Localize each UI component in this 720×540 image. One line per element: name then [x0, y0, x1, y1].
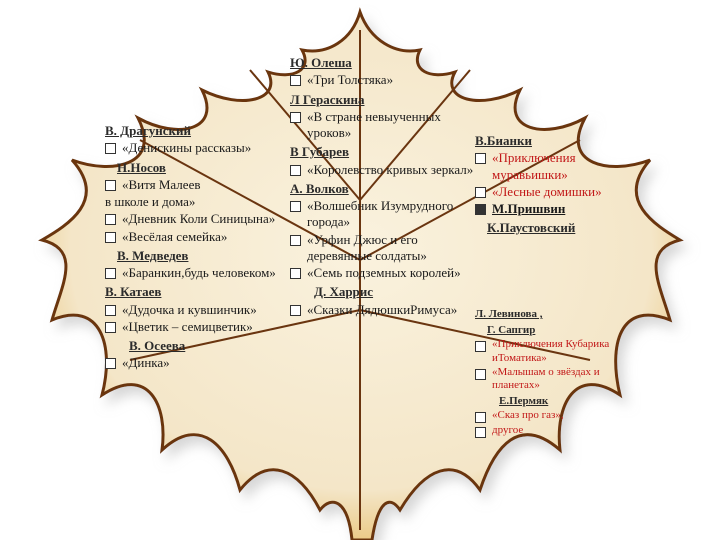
list-item: «Волшебник Изумрудного города» [290, 198, 480, 231]
author-heading: Л Гераскина [290, 92, 480, 108]
bullet-square-icon [105, 305, 116, 316]
column-right-lower: Л. Левинова , Г. Сапгир«Приключения Кубар… [475, 305, 650, 439]
bullet-square-icon [105, 358, 116, 369]
list-item: «Дудочка и кувшинчик» [105, 302, 285, 318]
author-heading: А. Волков [290, 181, 480, 197]
author-heading: Д. Харрис [314, 284, 480, 300]
bullet-square-icon [290, 112, 301, 123]
author-heading: В. Катаев [105, 284, 285, 300]
bullet-square-icon [290, 201, 301, 212]
author-heading: Е.Пермяк [499, 395, 650, 408]
bullet-square-icon [105, 232, 116, 243]
bullet-square-icon [475, 369, 486, 380]
bullet-square-icon [105, 214, 116, 225]
list-item-text: «Весёлая семейка» [122, 229, 227, 245]
bullet-square-icon [105, 268, 116, 279]
list-item-text: «Волшебник Изумрудного города» [307, 198, 480, 231]
list-item-text: «Баранкин,будь человеком» [122, 265, 276, 281]
bullet-square-icon [475, 153, 486, 164]
author-heading: В. Осеева [129, 338, 285, 354]
list-item: «Весёлая семейка» [105, 229, 285, 245]
list-item: «Королевство кривых зеркал» [290, 162, 480, 178]
bullet-square-icon [475, 187, 486, 198]
list-item-text: другое [492, 424, 523, 437]
bullet-square-icon [105, 322, 116, 333]
column-left: В. Драгунский«Денискины рассказы» Н.Носов… [105, 120, 285, 373]
bullet-square-icon [475, 204, 486, 215]
list-item-text: «Семь подземных королей» [307, 265, 461, 281]
list-item-text: «Малышам о звёздах и планетах» [492, 366, 650, 392]
author-heading: Г. Сапгир [487, 324, 650, 337]
list-item: «Дневник Коли Синицына» [105, 211, 285, 227]
bullet-square-icon [105, 143, 116, 154]
list-item: «Приключения Кубарика иТоматика» [475, 338, 650, 364]
list-item: «Семь подземных королей» [290, 265, 480, 281]
list-item: «Денискины рассказы» [105, 140, 285, 156]
continuation-text: в школе и дома» [105, 194, 285, 210]
list-item: «Лесные домишки» [475, 184, 640, 200]
list-item-text: «Сказки ДядюшкиРимуса» [307, 302, 457, 318]
list-item-text: «Дудочка и кувшинчик» [122, 302, 257, 318]
list-item: «Цветик – семицветик» [105, 319, 285, 335]
author-heading: Н.Носов [117, 160, 285, 176]
list-item-text: «Приключения муравьишки» [492, 150, 640, 183]
list-item-text: «В стране невыученных уроков» [307, 109, 480, 142]
bullet-square-icon [475, 341, 486, 352]
bullet-square-icon [475, 427, 486, 438]
author-heading: В.Бианки [475, 133, 640, 149]
bullet-square-icon [475, 412, 486, 423]
bullet-square-icon [290, 165, 301, 176]
author-heading: Ю. Олеша [290, 55, 480, 71]
author-heading: Л. Левинова , [475, 308, 650, 321]
list-item-text: «Витя Малеев [122, 177, 200, 193]
author-heading: В. Медведев [117, 248, 285, 264]
list-item: «Сказ про газ», [475, 409, 650, 423]
list-item: «Урфин Джюс и его деревянные солдаты» [290, 232, 480, 265]
bullet-square-icon [290, 268, 301, 279]
list-item: «Приключения муравьишки» [475, 150, 640, 183]
list-item-text: «Сказ про газ», [492, 409, 564, 422]
list-item-text: «Дневник Коли Синицына» [122, 211, 275, 227]
list-item: «Динка» [105, 355, 285, 371]
list-item: «Баранкин,будь человеком» [105, 265, 285, 281]
list-item: «Витя Малеев [105, 177, 285, 193]
list-item-text: «Приключения Кубарика иТоматика» [492, 338, 650, 364]
column-right: В.Бианки«Приключения муравьишки»«Лесные … [475, 130, 640, 238]
bullet-square-icon [290, 75, 301, 86]
bullet-square-icon [105, 180, 116, 191]
list-item: «Сказки ДядюшкиРимуса» [290, 302, 480, 318]
list-item: «Три Толстяка» [290, 72, 480, 88]
list-item: М.Пришвин [475, 201, 640, 217]
list-item-text: «Денискины рассказы» [122, 140, 251, 156]
list-item: другое [475, 424, 650, 438]
list-item: «Малышам о звёздах и планетах» [475, 366, 650, 392]
list-item-text: «Лесные домишки» [492, 184, 602, 200]
list-item-text: «Цветик – семицветик» [122, 319, 253, 335]
author-heading: В. Драгунский [105, 123, 285, 139]
author-heading: К.Паустовский [487, 220, 640, 236]
list-item-text: «Динка» [122, 355, 170, 371]
bullet-square-icon [290, 305, 301, 316]
list-item: «В стране невыученных уроков» [290, 109, 480, 142]
author-heading: В Губарев [290, 144, 480, 160]
list-item-text: «Три Толстяка» [307, 72, 393, 88]
list-item-text: М.Пришвин [492, 201, 565, 217]
list-item-text: «Королевство кривых зеркал» [307, 162, 473, 178]
list-item-text: «Урфин Джюс и его деревянные солдаты» [307, 232, 480, 265]
column-middle: Ю. Олеша«Три Толстяка» Л Гераскина«В стра… [290, 52, 480, 319]
bullet-square-icon [290, 235, 301, 246]
